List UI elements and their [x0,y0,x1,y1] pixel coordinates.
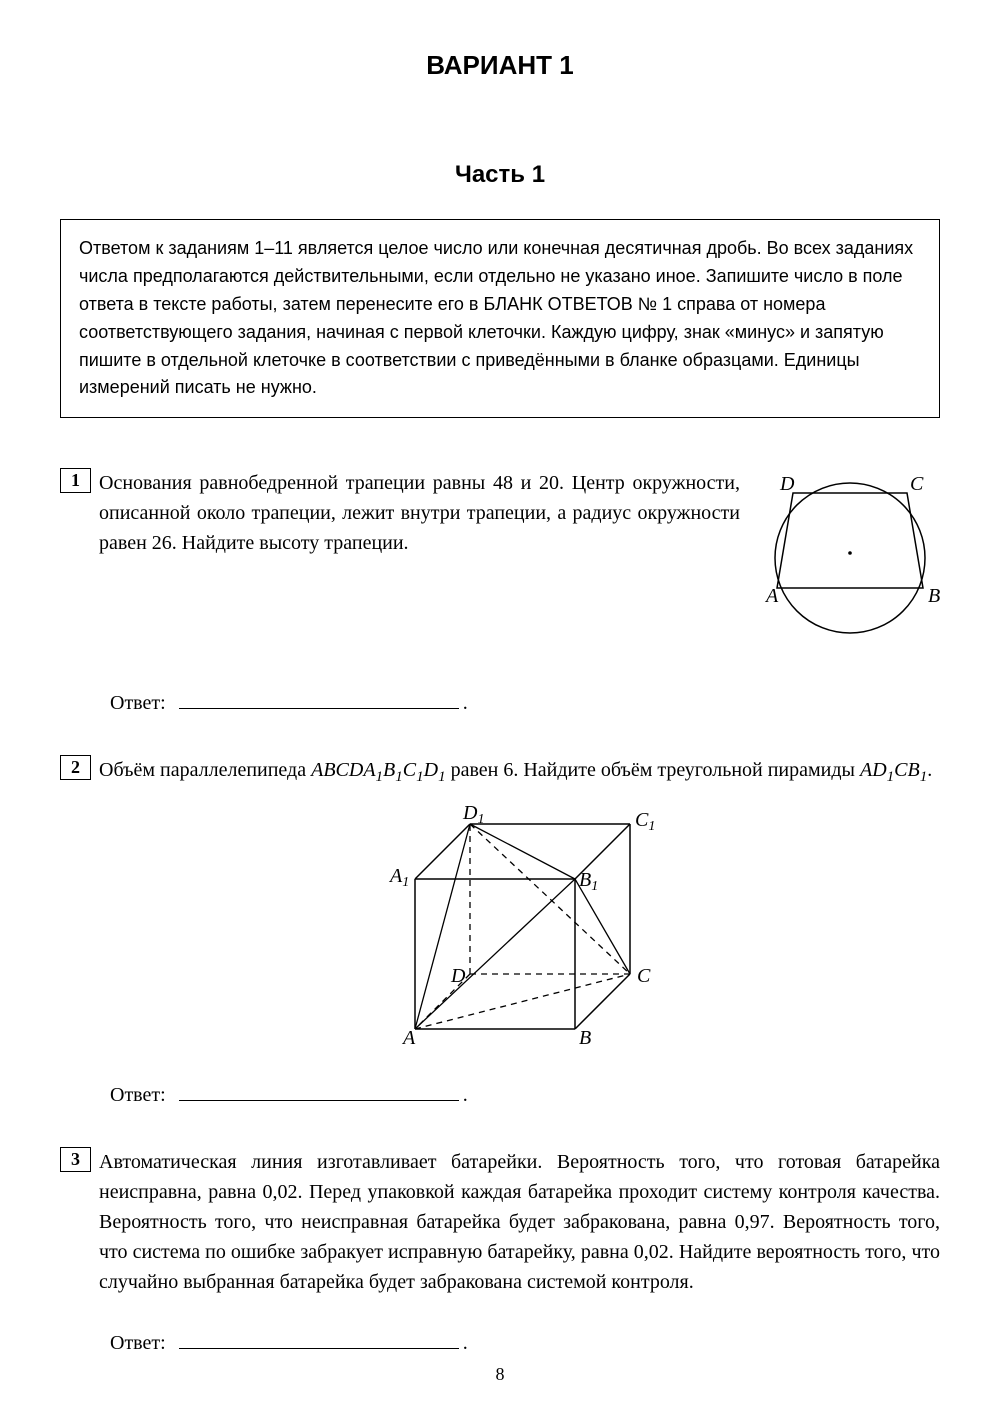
task-2-figure: A B C D A1 B1 C1 D1 [60,804,940,1049]
answer-blank-3[interactable] [179,1348,459,1349]
answer-label: Ответ: [110,1084,166,1106]
answer-label: Ответ: [110,1332,166,1354]
task-3-answer: Ответ: . [110,1332,940,1355]
answer-label: Ответ: [110,692,166,714]
svg-text:C1: C1 [635,809,655,834]
part-title: Часть 1 [60,161,940,189]
task-number-3: 3 [60,1147,91,1172]
task-3: 3 Автоматическая линия изготавливает бат… [60,1147,940,1355]
svg-text:B: B [928,585,940,607]
svg-text:A: A [401,1027,416,1044]
task-2-text: Объём параллелепипеда ABCDA1B1C1D1 равен… [99,755,940,789]
variant-title: ВАРИАНТ 1 [60,50,940,81]
svg-text:D: D [779,473,795,495]
task-3-text: Автоматическая линия изготавливает батар… [99,1147,940,1297]
svg-text:A: A [764,585,779,607]
svg-text:D1: D1 [462,804,484,827]
task-number-1: 1 [60,468,91,493]
task-2-answer: Ответ: . [110,1084,940,1107]
svg-text:B: B [579,1027,591,1044]
svg-text:C: C [910,473,924,495]
task-1: 1 Основания равнобедренной трапеции равн… [60,468,940,715]
task-1-answer: Ответ: . [110,692,940,715]
answer-blank-2[interactable] [179,1100,459,1101]
svg-text:A1: A1 [388,865,409,890]
parallelepiped-icon: A B C D A1 B1 C1 D1 [335,804,665,1044]
instruction-box: Ответом к заданиям 1–11 является целое ч… [60,219,940,418]
trapezoid-circle-icon: A B C D [760,468,940,648]
answer-blank-1[interactable] [179,708,459,709]
task-1-text: Основания равнобедренной трапеции равны … [99,468,740,657]
task-number-2: 2 [60,755,91,780]
task-2: 2 Объём параллелепипеда ABCDA1B1C1D1 рав… [60,755,940,1107]
task-1-figure: A B C D [760,468,940,657]
svg-text:C: C [637,965,651,987]
svg-text:B1: B1 [579,869,598,894]
page-number: 8 [0,1364,1000,1385]
svg-text:D: D [450,965,466,987]
